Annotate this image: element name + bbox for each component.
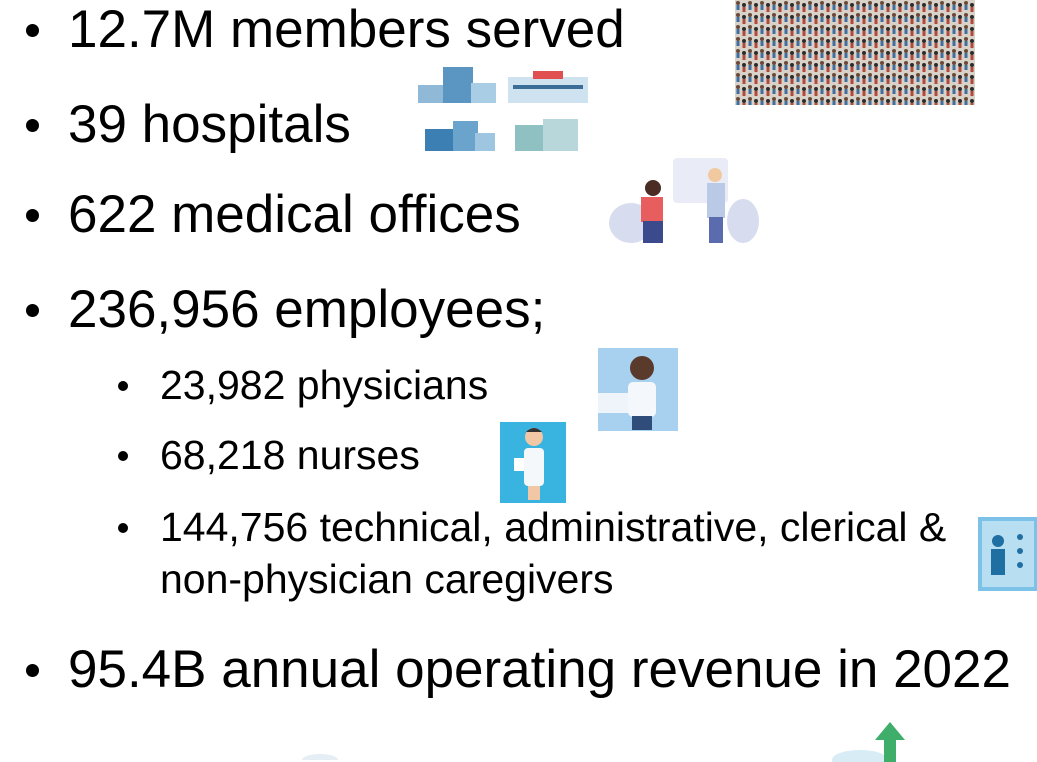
- physician-icon: [598, 348, 678, 431]
- nurse-icon: [500, 422, 566, 503]
- hospital-icons: [413, 63, 593, 158]
- bullet: [26, 24, 39, 37]
- staff-icon: [978, 517, 1037, 591]
- sub-bullet-text: 68,218 nurses: [160, 429, 420, 481]
- crowd-image: [735, 0, 975, 105]
- bullet: [26, 119, 39, 132]
- bullet-text: 236,956 employees;: [68, 275, 545, 345]
- bullet-text: 39 hospitals: [68, 90, 351, 160]
- bullet-text: 95.4B annual operating revenue in 2022: [68, 635, 1037, 705]
- decoration: [300, 750, 340, 760]
- slide: 12.7M members served 39 hospitals 622 me…: [0, 0, 1037, 760]
- bullet-text: 622 medical offices: [68, 180, 521, 250]
- bullet: [26, 304, 39, 317]
- revenue-graphic: [830, 722, 950, 762]
- sub-bullet-text: 144,756 technical, administrative, cleri…: [160, 501, 970, 605]
- sub-bullet: [118, 451, 128, 461]
- sub-bullet-text: 23,982 physicians: [160, 359, 488, 411]
- bullet: [26, 664, 39, 677]
- bullet-text: 12.7M members served: [68, 0, 625, 65]
- sub-bullet: [118, 381, 128, 391]
- sub-bullet: [118, 523, 128, 533]
- bullet: [26, 209, 39, 222]
- medical-office-illustration: [603, 153, 763, 248]
